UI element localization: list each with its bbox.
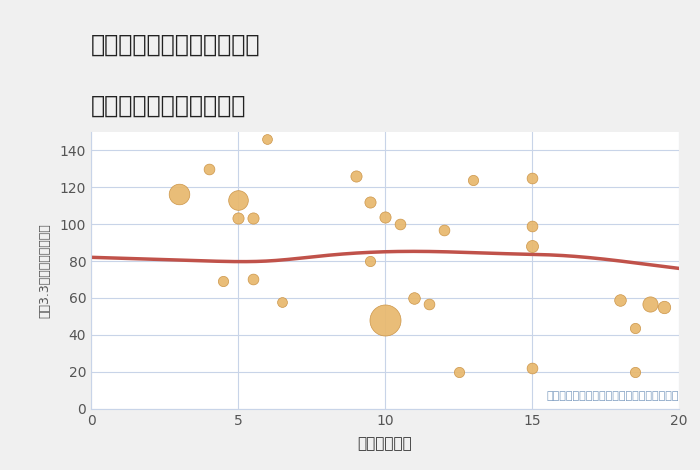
Text: 神奈川県横須賀市須軽谷の: 神奈川県横須賀市須軽谷の: [91, 33, 260, 57]
Point: [174, 191, 185, 198]
Point: [526, 243, 538, 250]
Text: 駅距離別中古戸建て価格: 駅距離別中古戸建て価格: [91, 94, 246, 118]
Point: [365, 198, 376, 205]
Point: [262, 135, 273, 143]
Point: [276, 298, 288, 306]
Point: [203, 165, 214, 172]
Point: [659, 304, 670, 311]
Point: [526, 222, 538, 230]
Point: [394, 220, 405, 228]
Point: [247, 215, 258, 222]
Point: [629, 324, 641, 331]
Point: [350, 172, 361, 180]
Point: [365, 257, 376, 265]
Point: [379, 213, 391, 220]
Point: [526, 174, 538, 181]
Point: [615, 296, 626, 304]
Text: 円の大きさは、取引のあった物件面積を示す: 円の大きさは、取引のあった物件面積を示す: [547, 391, 679, 400]
Point: [247, 276, 258, 283]
Point: [644, 300, 655, 307]
Point: [468, 176, 479, 183]
Point: [424, 300, 435, 307]
Point: [232, 196, 244, 204]
Point: [453, 368, 464, 376]
Point: [629, 368, 641, 376]
Point: [409, 294, 420, 302]
Y-axis label: 坪（3.3㎡）単価（万円）: 坪（3.3㎡）単価（万円）: [38, 223, 51, 318]
Point: [526, 364, 538, 372]
Point: [438, 226, 449, 233]
Point: [218, 278, 229, 285]
X-axis label: 駅距離（分）: 駅距離（分）: [358, 436, 412, 451]
Point: [379, 316, 391, 324]
Point: [232, 215, 244, 222]
